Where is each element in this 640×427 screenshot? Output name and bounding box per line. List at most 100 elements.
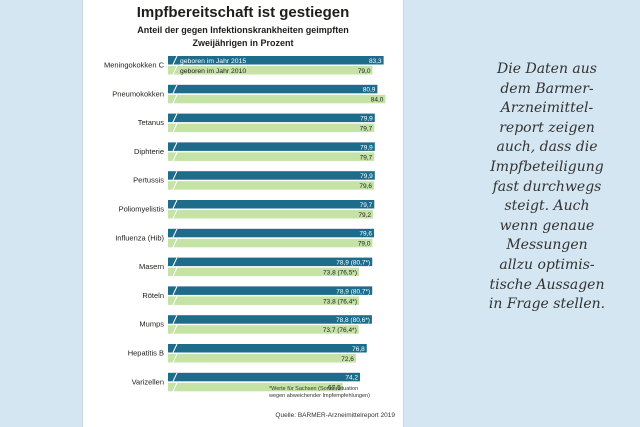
- bar-2010: [168, 267, 360, 277]
- data-label: 67,5: [328, 385, 341, 392]
- category-label: Masern: [139, 262, 164, 271]
- category-label: Diphterie: [134, 147, 164, 156]
- category-label: Influenza (Hib): [115, 233, 164, 242]
- data-label: 79,7: [360, 126, 373, 133]
- chart-subtitle: Anteil der gegen Infektionskrankheiten g…: [83, 24, 403, 50]
- bar-2010: [168, 123, 375, 133]
- bar-slash-mark: [172, 84, 178, 94]
- data-label: 79,9: [360, 116, 373, 123]
- footnote: *Werte für Sachsen (Sondersituation wege…: [269, 386, 389, 400]
- bar-slash-mark: [172, 123, 178, 133]
- side-text-line: report zeigen: [499, 119, 595, 136]
- bar-slash-mark: [172, 353, 178, 363]
- data-label: 74,2: [345, 375, 358, 382]
- side-text-line: tische Aussagen: [489, 276, 605, 293]
- category-label: Röteln: [142, 291, 164, 300]
- data-label: 79,7: [360, 154, 373, 161]
- chart-card: Impfbereitschaft ist gestiegen Anteil de…: [82, 0, 404, 427]
- footnote-line-1: *Werte für Sachsen (Sondersituation: [269, 386, 359, 392]
- data-label: 84,0: [371, 97, 384, 104]
- side-text-line: dem Barmer-: [500, 80, 594, 97]
- side-text-line: Die Daten aus: [497, 61, 597, 77]
- bar-slash-mark: [172, 170, 178, 180]
- bar-2010: [168, 296, 360, 305]
- bar-2015: [168, 84, 378, 94]
- category-label: Pneumokokken: [112, 89, 164, 98]
- chart-title: Impfbereitschaft ist gestiegen: [136, 4, 350, 21]
- data-label: 79,0: [358, 241, 371, 248]
- bar-2010: [168, 66, 373, 75]
- data-label: 78,8 (80,6*): [336, 317, 370, 324]
- bar-slash-mark: [172, 55, 178, 65]
- bar-slash-mark: [172, 94, 178, 104]
- bar-2010: [168, 238, 373, 248]
- bar-2015: [168, 257, 373, 267]
- category-label: Pertussis: [133, 176, 164, 185]
- category-label: Poliomyelistis: [119, 205, 165, 214]
- bar-2015: [168, 142, 375, 151]
- data-label: 78,9 (80,7*): [336, 288, 370, 295]
- data-label: 76,8: [352, 346, 365, 353]
- side-text-line: Arzneimittel-: [500, 100, 594, 117]
- bar-2010: [168, 325, 359, 334]
- bar-slash-mark: [172, 180, 178, 190]
- subtitle-line-2: Zweijährigen in Prozent: [192, 38, 294, 48]
- bar-slash-mark: [172, 343, 178, 353]
- bar-2015: [168, 228, 375, 238]
- data-label: 79,7: [360, 202, 373, 209]
- data-label: 83,3: [369, 58, 382, 65]
- bar-2010: [168, 181, 375, 190]
- bar-2015: [168, 113, 375, 123]
- bar-slash-mark: [172, 267, 178, 277]
- data-label: 79,9: [360, 144, 373, 151]
- bar-2015: [168, 200, 375, 209]
- data-label: 79,0: [358, 68, 371, 75]
- bar-slash-mark: [172, 228, 178, 238]
- data-label: 78,9 (80,7*): [336, 260, 370, 267]
- bar-slash-mark: [172, 296, 178, 306]
- legend-label: geboren im Jahr 2015: [180, 58, 246, 65]
- category-label: Varizellen: [132, 377, 164, 386]
- bar-2010: [168, 152, 375, 161]
- bar-2010: [168, 94, 386, 104]
- bar-slash-mark: [172, 382, 178, 392]
- bar-2015: [168, 372, 361, 382]
- side-text-line: auch, dass die: [496, 139, 598, 156]
- bar-2015: [168, 56, 384, 65]
- bar-chart: Meningokokken C 83,3 geboren im Jahr 2015 7…: [104, 55, 386, 392]
- category-label: Mumps: [139, 320, 164, 329]
- data-label: 79,9: [360, 173, 373, 180]
- bar-slash-mark: [172, 152, 178, 162]
- side-text-line: allzu optimis-: [499, 256, 595, 273]
- subtitle-line-1: Anteil der gegen Infektionskrankheiten g…: [137, 25, 349, 35]
- source-note: Quelle: BARMER-Arzneimittelreport 2019: [275, 412, 395, 419]
- data-label: 80,9: [363, 87, 376, 94]
- data-label: 79,6: [359, 231, 372, 238]
- data-label: 73,8 (76,5*): [323, 270, 357, 277]
- bar-2015: [168, 171, 375, 180]
- bar-slash-mark: [172, 257, 178, 267]
- side-article-text: Die Daten aus dem Barmer- Arzneimittel-rep…: [472, 60, 622, 315]
- data-label: 79,2: [358, 212, 371, 219]
- side-text-line: Messungen: [506, 237, 588, 254]
- data-label: 72,6: [341, 356, 354, 363]
- bar-2010: [168, 382, 343, 392]
- bar-2010: [168, 354, 356, 363]
- bar-2010: [168, 210, 373, 219]
- bar-slash-mark: [172, 113, 178, 123]
- bar-slash-mark: [172, 209, 178, 219]
- legend-label: geboren im Jahr 2010: [180, 68, 246, 75]
- bar-slash-mark: [172, 142, 178, 152]
- data-label: 73,7 (76,4*): [323, 327, 357, 334]
- side-text-line: Impfbeteiligung: [490, 158, 604, 175]
- category-label: Meningokokken C: [104, 61, 165, 70]
- side-text-line: fast durchwegs: [492, 178, 602, 195]
- data-label: 79,6: [359, 183, 372, 190]
- bar-slash-mark: [172, 286, 178, 296]
- footnote-line-2: wegen abweichender Impfempfehlungen): [269, 393, 370, 399]
- category-label: Hepatitis B: [128, 349, 164, 358]
- bar-slash-mark: [172, 314, 178, 324]
- data-label: 73,8 (76,4*): [323, 298, 357, 305]
- bar-slash-mark: [172, 238, 178, 248]
- bar-slash-mark: [172, 324, 178, 334]
